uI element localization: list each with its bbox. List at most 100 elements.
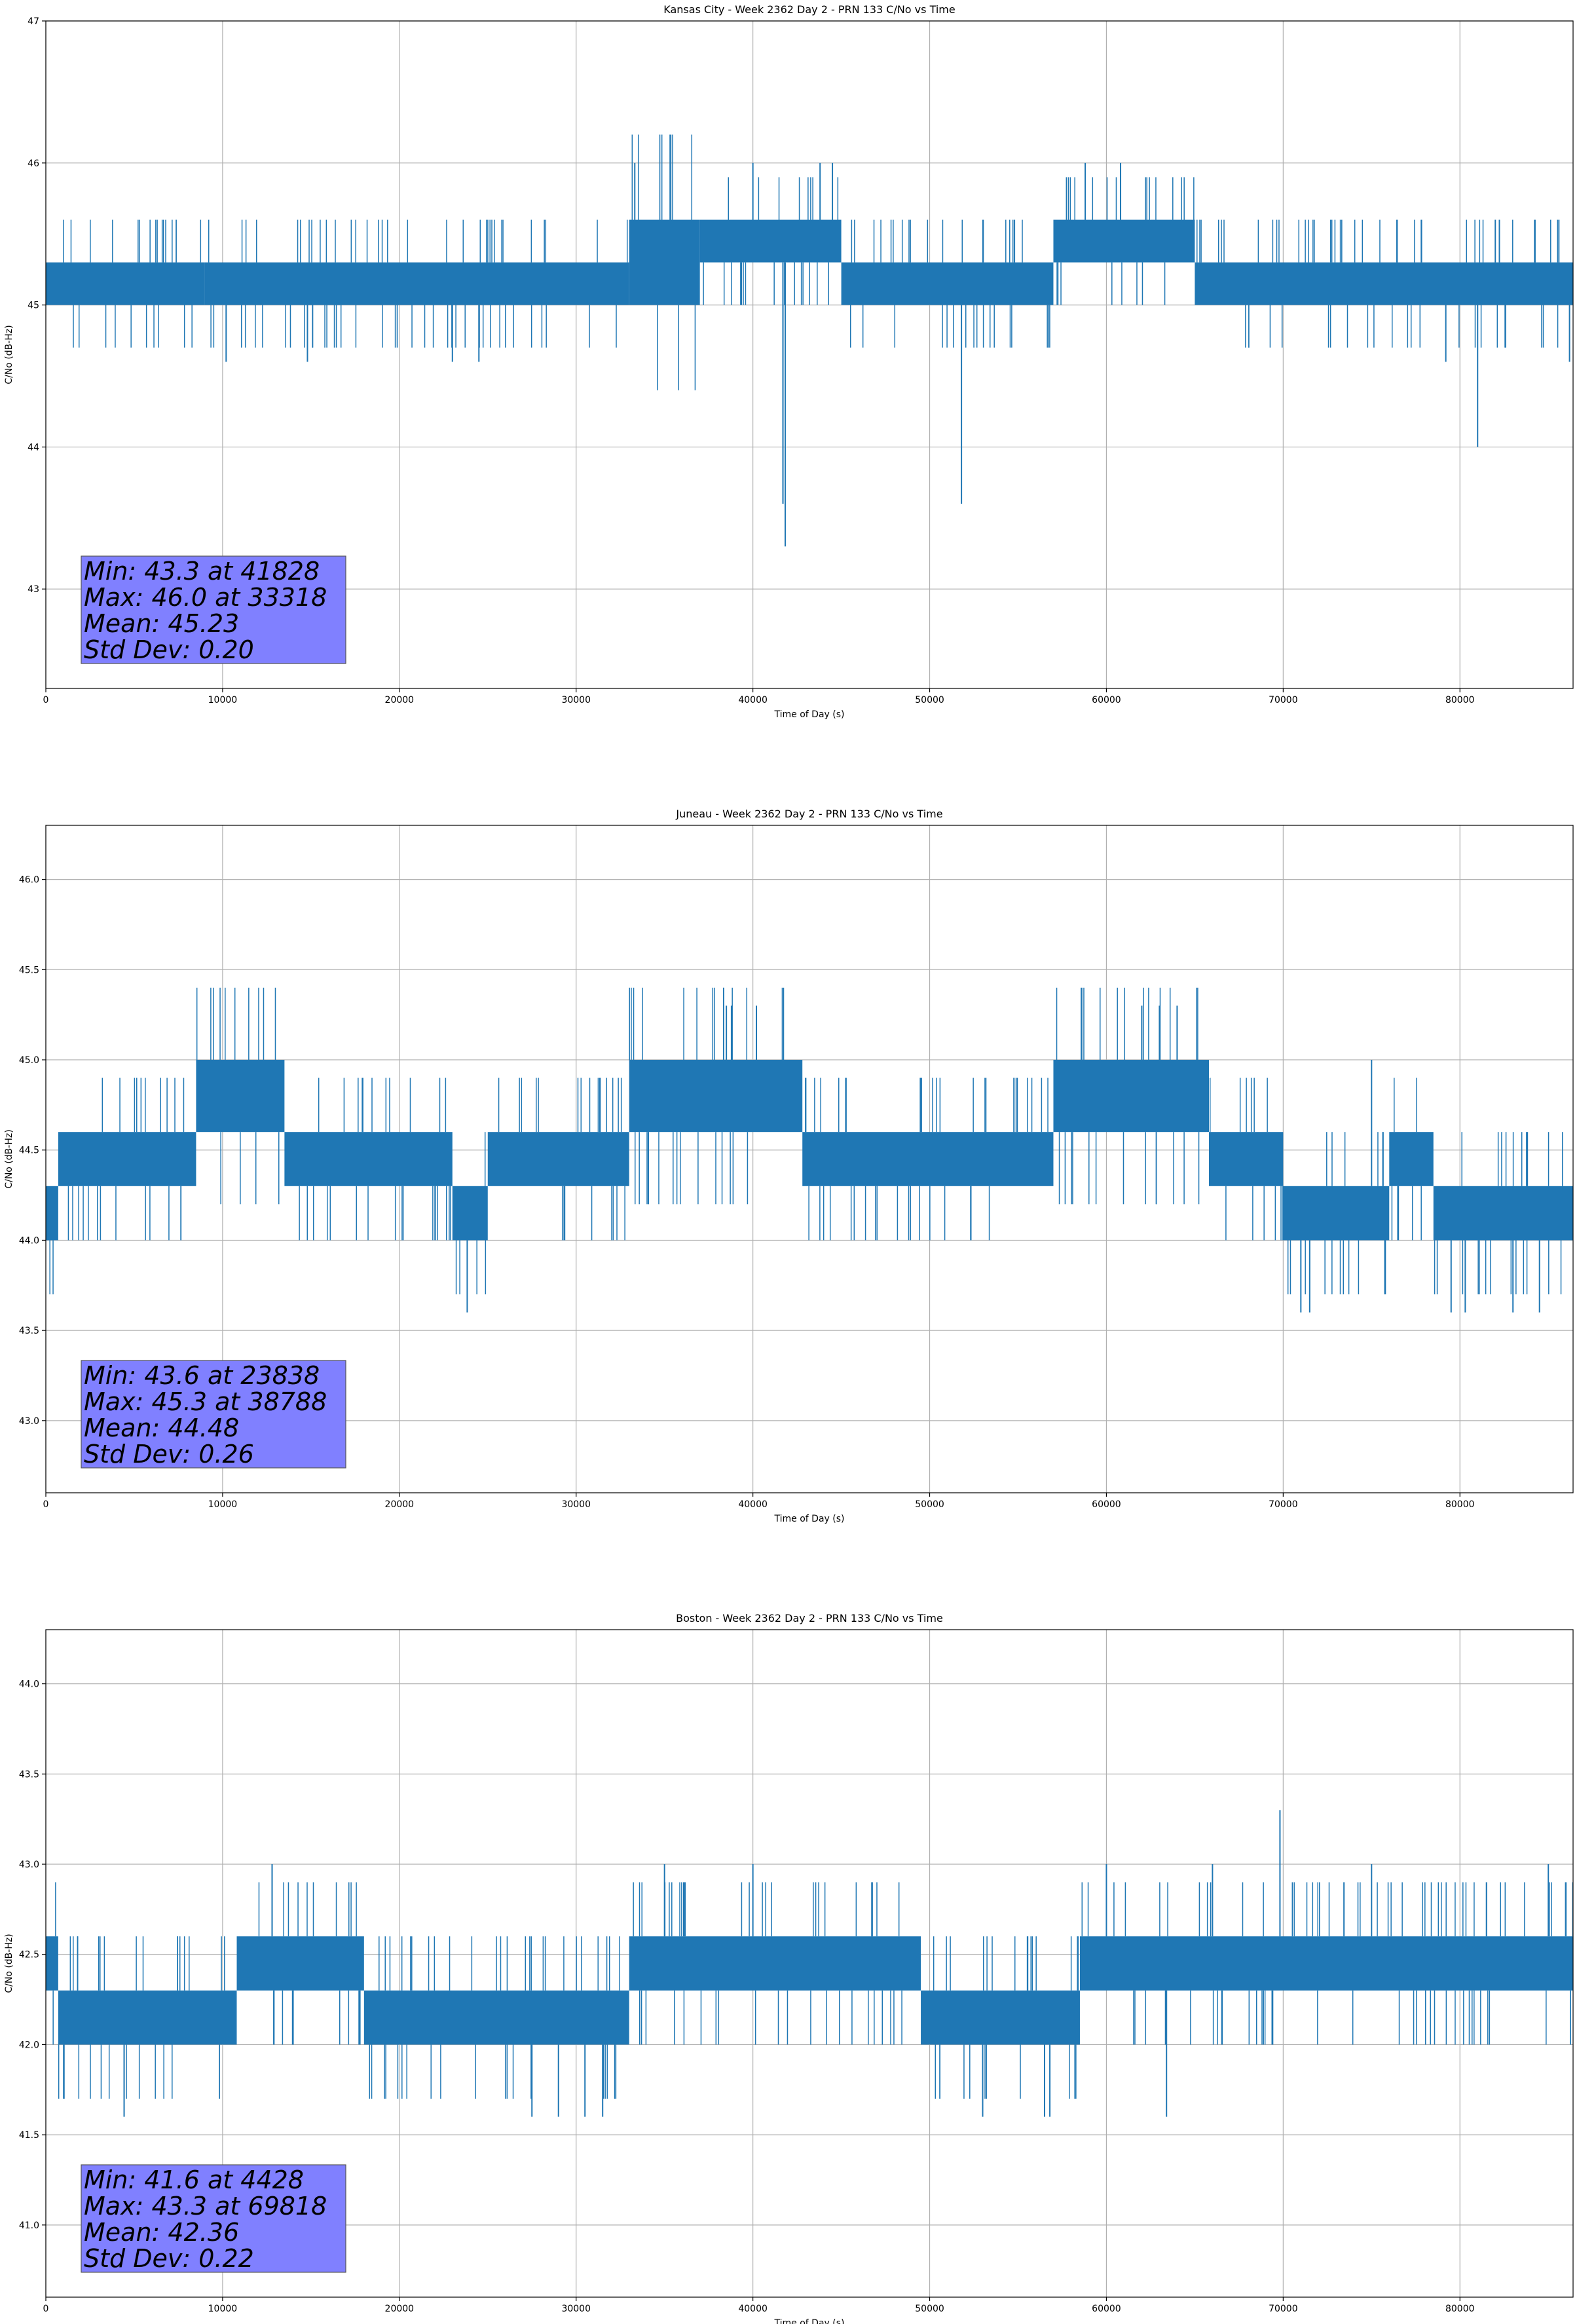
chart-2: Juneau - Week 2362 Day 2 - PRN 133 C/No …	[4, 808, 1574, 1524]
chart-1-y-tick-label: 45	[28, 301, 39, 311]
chart-1: Kansas City - Week 2362 Day 2 - PRN 133 …	[4, 3, 1574, 720]
chart-2-y-tick-label: 43.0	[19, 1416, 39, 1427]
chart-1-y-tick-label: 43	[28, 584, 39, 595]
chart-2-x-tick-label: 40000	[738, 1499, 768, 1510]
chart-2-stat-min: Min: 43.6 at 23838	[84, 1361, 320, 1390]
chart-3-stat-min: Min: 41.6 at 4428	[84, 2165, 304, 2194]
chart-2-band-1	[46, 1186, 58, 1241]
chart-3-stat-max: Max: 43.3 at 69818	[84, 2192, 327, 2221]
chart-1-stats-box	[81, 555, 346, 664]
chart-2-stats-box	[81, 1360, 346, 1469]
chart-3-band-6	[921, 1990, 1080, 2045]
chart-2-plot-frame	[45, 825, 1574, 1493]
chart-1-stat-std: Std Dev: 0.20	[84, 635, 254, 664]
chart-3-x-tick-label: 60000	[1092, 2304, 1121, 2314]
chart-1-stat-min: Min: 43.3 at 41828	[84, 557, 320, 586]
chart-1-band-6	[1053, 219, 1195, 263]
chart-2-x-tick-label: 70000	[1269, 1499, 1298, 1510]
chart-2-band-10	[1208, 1132, 1284, 1186]
chart-3-band-2	[58, 1990, 237, 2045]
chart-3-band-1	[46, 1936, 58, 1991]
chart-1-x-tick-label: 70000	[1269, 695, 1298, 705]
chart-2-band-7	[629, 1060, 803, 1133]
chart-2-y-tick-label: 43.5	[19, 1326, 39, 1336]
chart-1-title: Kansas City - Week 2362 Day 2 - PRN 133 …	[663, 3, 955, 16]
chart-2-x-tick-label: 30000	[561, 1499, 591, 1510]
chart-3-x-tick-label: 20000	[385, 2304, 415, 2314]
chart-3-y-tick-label: 44.0	[19, 1679, 39, 1690]
chart-2-x-tick-label: 60000	[1092, 1499, 1121, 1510]
chart-3-x-tick-label: 70000	[1269, 2304, 1298, 2314]
chart-2-stat-std: Std Dev: 0.26	[84, 1440, 254, 1469]
chart-1-y-axis-label: C/No (dB-Hz)	[4, 325, 14, 384]
chart-1-x-tick-label: 40000	[738, 695, 768, 705]
chart-2-y-axis-label: C/No (dB-Hz)	[4, 1129, 14, 1188]
chart-2-x-tick-label: 80000	[1445, 1499, 1475, 1510]
chart-1-x-tick-label: 30000	[561, 695, 591, 705]
chart-1-band-3	[629, 219, 700, 305]
chart-2-x-tick-label: 10000	[208, 1499, 238, 1510]
chart-3-x-tick-label: 0	[43, 2304, 49, 2314]
chart-3-stat-mean: Mean: 42.36	[84, 2218, 239, 2247]
chart-2-x-tick-label: 0	[43, 1499, 49, 1510]
chart-3-x-tick-label: 40000	[738, 2304, 768, 2314]
chart-1-band-7	[1195, 262, 1573, 305]
chart-3-title: Boston - Week 2362 Day 2 - PRN 133 C/No …	[676, 1612, 943, 1624]
chart-1-x-tick-label: 10000	[208, 695, 238, 705]
chart-3-stats-box	[81, 2164, 346, 2273]
chart-2-band-5	[452, 1186, 488, 1241]
chart-3-y-tick-label: 42.5	[19, 1950, 39, 1960]
chart-2-band-9	[1053, 1060, 1209, 1133]
chart-2-y-tick-label: 44.5	[19, 1146, 39, 1156]
chart-3-plot-frame	[45, 1629, 1574, 2298]
chart-3-y-tick-label: 41.0	[19, 2221, 39, 2231]
chart-2-stat-max: Max: 45.3 at 38788	[84, 1387, 327, 1416]
chart-1-band-4	[699, 219, 842, 263]
chart-3-y-tick-label: 43.0	[19, 1860, 39, 1870]
chart-3-x-axis-label: Time of Day (s)	[774, 2318, 845, 2324]
chart-2-x-axis-label: Time of Day (s)	[774, 1514, 845, 1524]
chart-2-band-11	[1283, 1186, 1390, 1241]
chart-1-x-tick-label: 50000	[915, 695, 944, 705]
chart-1-x-tick-label: 60000	[1092, 695, 1121, 705]
chart-3-band-4	[363, 1990, 629, 2045]
chart-2-x-tick-label: 50000	[915, 1499, 944, 1510]
chart-2-title: Juneau - Week 2362 Day 2 - PRN 133 C/No …	[675, 808, 942, 820]
chart-1-x-tick-label: 20000	[385, 695, 415, 705]
chart-3-band-5	[629, 1936, 921, 1991]
chart-2-band-3	[196, 1060, 285, 1133]
chart-1-x-tick-label: 80000	[1445, 695, 1475, 705]
chart-1-y-tick-label: 46	[28, 159, 39, 169]
chart-3-y-tick-label: 42.0	[19, 2040, 39, 2050]
chart-2-band-12	[1389, 1132, 1434, 1186]
chart-3-y-axis-label: C/No (dB-Hz)	[4, 1934, 14, 1993]
chart-1-stat-max: Max: 46.0 at 33318	[84, 583, 327, 612]
chart-3-y-tick-label: 41.5	[19, 2130, 39, 2141]
chart-2-stat-mean: Mean: 44.48	[84, 1414, 239, 1442]
chart-1-stat-mean: Mean: 45.23	[84, 609, 239, 638]
chart-2-y-tick-label: 44.0	[19, 1235, 39, 1246]
chart-3-x-tick-label: 10000	[208, 2304, 238, 2314]
chart-3-series	[46, 1810, 1573, 2117]
chart-2-band-6	[487, 1132, 629, 1186]
chart-3-y-tick-label: 43.5	[19, 1769, 39, 1780]
chart-2-band-2	[58, 1132, 196, 1186]
chart-2-y-tick-label: 45.0	[19, 1055, 39, 1066]
chart-1-band-5	[841, 262, 1054, 305]
chart-2-x-tick-label: 20000	[385, 1499, 415, 1510]
chart-2-band-8	[802, 1132, 1054, 1186]
chart-1-x-tick-label: 0	[43, 695, 49, 705]
chart-1-x-axis-label: Time of Day (s)	[774, 709, 845, 720]
chart-2-series	[46, 987, 1573, 1313]
chart-1-plot-frame	[45, 20, 1574, 689]
chart-2-band-4	[284, 1132, 453, 1186]
chart-1-y-tick-label: 44	[28, 442, 39, 453]
chart-3-stat-std: Std Dev: 0.22	[84, 2244, 254, 2273]
chart-2-y-tick-label: 45.5	[19, 965, 39, 975]
chart-1-band-2	[204, 262, 629, 305]
chart-3-x-tick-label: 30000	[561, 2304, 591, 2314]
chart-2-y-tick-label: 46.0	[19, 875, 39, 886]
chart-1-series	[46, 134, 1573, 547]
chart-1-band-1	[46, 262, 205, 305]
